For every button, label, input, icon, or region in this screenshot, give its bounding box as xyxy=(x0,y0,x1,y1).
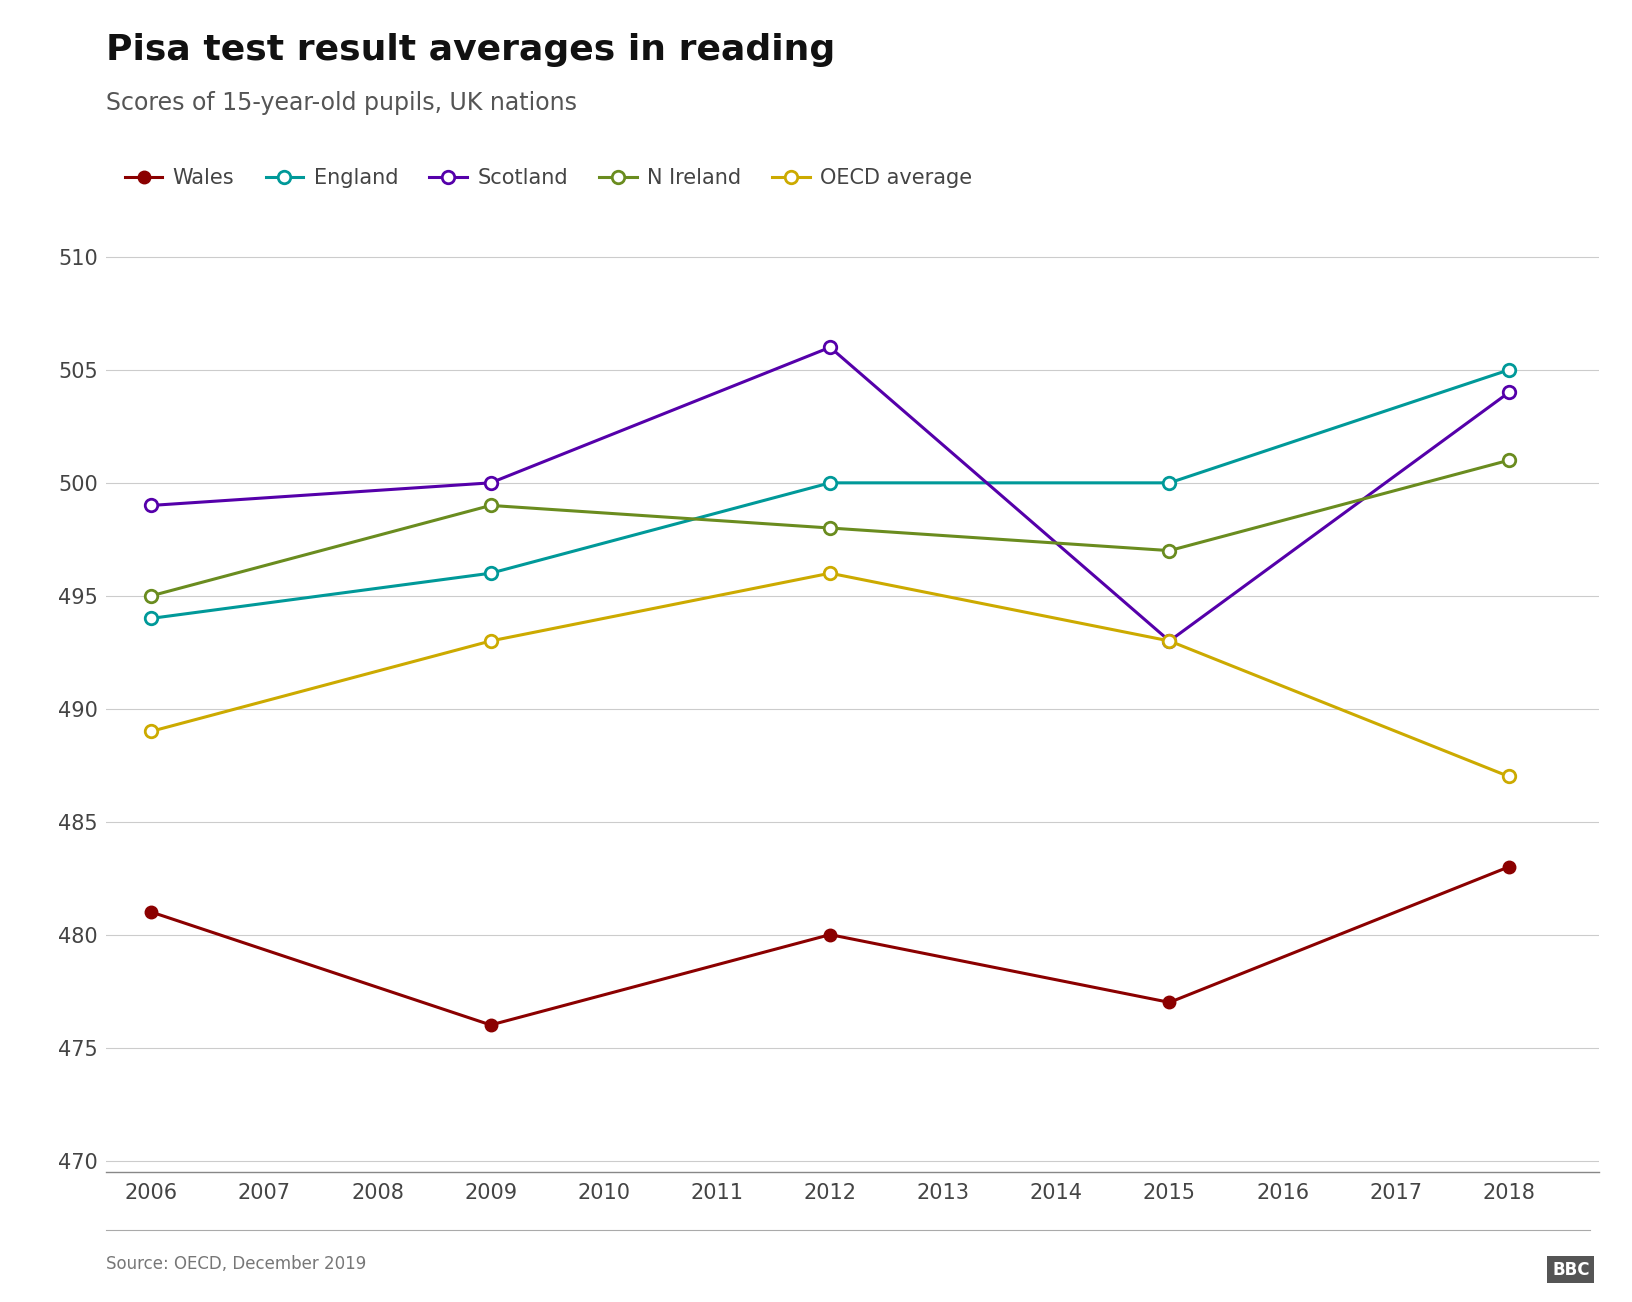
Text: Source: OECD, December 2019: Source: OECD, December 2019 xyxy=(106,1255,366,1273)
Text: Pisa test result averages in reading: Pisa test result averages in reading xyxy=(106,33,836,66)
Legend: Wales, England, Scotland, N Ireland, OECD average: Wales, England, Scotland, N Ireland, OEC… xyxy=(116,160,981,197)
Text: Scores of 15-year-old pupils, UK nations: Scores of 15-year-old pupils, UK nations xyxy=(106,91,578,115)
Text: BBC: BBC xyxy=(1552,1260,1590,1279)
